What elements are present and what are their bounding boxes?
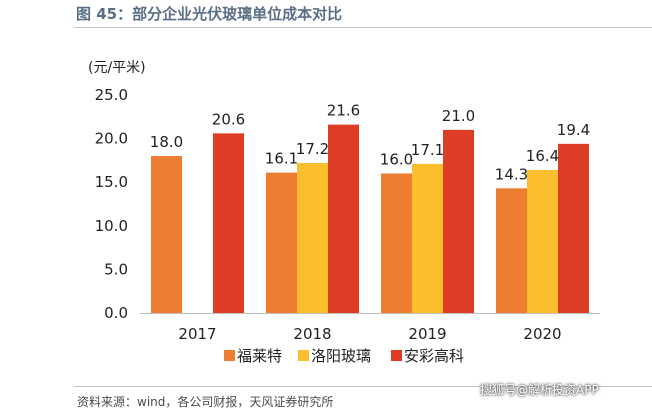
y-tick-label: 10.0 (95, 217, 128, 235)
bar-洛阳玻璃-2020 (527, 169, 558, 313)
top-rule (74, 27, 652, 28)
bar-安彩高科-2018 (328, 124, 359, 313)
x-tick-label: 2019 (408, 325, 446, 343)
data-label: 21.0 (442, 107, 475, 125)
data-label: 19.4 (557, 121, 590, 139)
bar-福莱特-2020 (496, 188, 527, 313)
y-axis-label: (元/平米) (88, 60, 146, 76)
y-tick-label: 20.0 (95, 130, 128, 148)
x-tick-label: 2017 (178, 325, 216, 343)
watermark: 搜狐号@解析投资APP (480, 383, 599, 397)
bottom-rule (74, 386, 652, 387)
bar-福莱特-2018 (266, 172, 297, 313)
y-tick-label: 25.0 (95, 86, 128, 104)
legend-swatch-福莱特 (224, 350, 235, 361)
legend-label-安彩高科: 安彩高科 (404, 347, 464, 365)
bar-安彩高科-2020 (558, 143, 589, 313)
bar-洛阳玻璃-2019 (412, 163, 443, 313)
data-label: 16.1 (265, 150, 298, 168)
bar-安彩高科-2017 (213, 133, 244, 313)
bar-洛阳玻璃-2018 (297, 163, 328, 313)
data-label: 14.3 (495, 165, 528, 183)
legend-swatch-洛阳玻璃 (298, 350, 309, 361)
y-tick-label: 0.0 (104, 304, 128, 322)
legend-label-洛阳玻璃: 洛阳玻璃 (311, 347, 371, 365)
data-label: 20.6 (212, 110, 245, 128)
figure-title: 图 45：部分企业光伏玻璃单位成本对比 (76, 5, 343, 23)
data-label: 17.1 (411, 141, 444, 159)
bar-福莱特-2019 (381, 173, 412, 313)
x-tick-label: 2018 (293, 325, 331, 343)
bar-chart: (元/平米) 0.0 5.0 10.0 15.0 20.0 25.0 18.0 20.6 16… (88, 60, 600, 365)
x-tick-label: 2020 (523, 325, 561, 343)
y-tick-label: 15.0 (95, 173, 128, 191)
data-label: 17.2 (296, 140, 329, 158)
data-label: 16.4 (526, 147, 559, 165)
y-tick-label: 5.0 (104, 260, 128, 278)
data-label: 18.0 (150, 133, 183, 151)
data-label: 21.6 (327, 102, 360, 120)
source-note: 资料来源：wind，各公司财报，天风证券研究所 (77, 395, 334, 409)
legend-swatch-安彩高科 (391, 350, 402, 361)
bar-福莱特-2017 (151, 156, 182, 313)
bar-安彩高科-2019 (443, 129, 474, 313)
data-label: 16.0 (380, 150, 413, 168)
legend-label-福莱特: 福莱特 (237, 347, 282, 365)
